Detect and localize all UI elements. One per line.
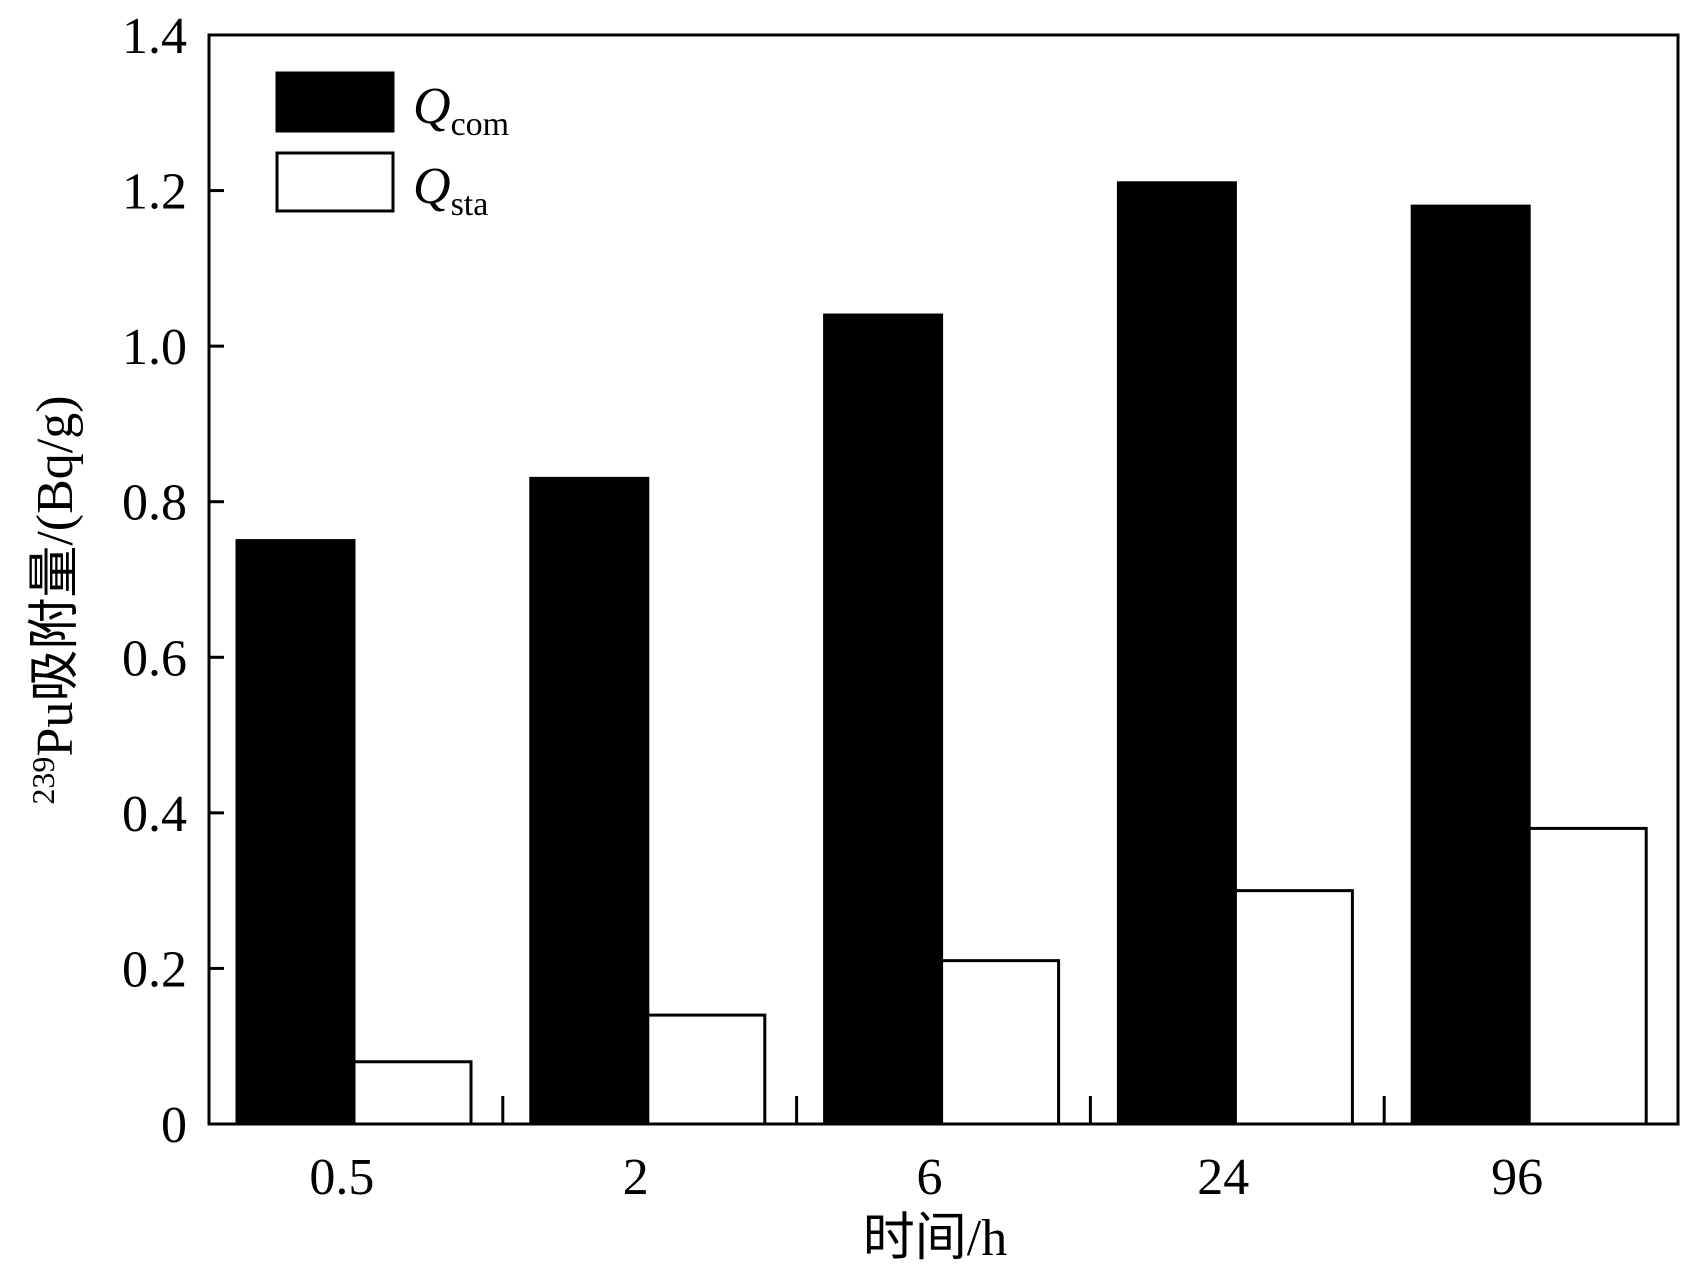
axes-layer: 0 0.2 0.4 0.6 0.8 1.0 1.2 1.4 0.5 2 6 24 96	[122, 8, 1680, 1206]
bar-com-2	[823, 313, 944, 1126]
bars-layer	[235, 181, 1648, 1126]
x-tick-label: 0.5	[309, 1149, 374, 1206]
bar-sta-2	[940, 959, 1061, 1126]
x-tick-label: 24	[1197, 1149, 1249, 1206]
legend-swatch-sta	[275, 151, 395, 213]
y-tick-label: 0.8	[122, 475, 187, 532]
bar-sta-4	[1527, 826, 1648, 1126]
y-tick-label: 0.4	[122, 786, 187, 843]
bar-com-3	[1116, 181, 1237, 1126]
legend-label-subscript: com	[451, 106, 510, 143]
y-tick-label: 1.2	[122, 164, 187, 221]
bar-com-1	[529, 476, 650, 1126]
x-axis-title: 时间/h	[863, 1210, 1007, 1267]
y-tick-label: 1.0	[122, 319, 187, 376]
bar-sta-1	[646, 1013, 767, 1126]
x-tick-label: 96	[1491, 1149, 1543, 1206]
legend-label-main: Q	[413, 78, 451, 135]
legend-label-main: Q	[413, 158, 451, 215]
legend-label-sta: Qsta	[413, 158, 488, 223]
plot-frame	[207, 33, 1680, 1126]
y-tick-label: 1.4	[122, 8, 187, 65]
legend-label-com: Qcom	[413, 78, 509, 143]
y-axis-title-superscript: 239	[25, 757, 61, 805]
y-axis-title-main: Pu吸附量/(Bq/g)	[27, 395, 84, 756]
y-tick-label: 0.2	[122, 941, 187, 998]
bar-com-0	[235, 539, 356, 1126]
bar-sta-3	[1233, 889, 1354, 1126]
y-axis-title: 239Pu吸附量/(Bq/g)	[25, 395, 84, 804]
bar-sta-0	[352, 1060, 473, 1126]
x-tick-label: 6	[917, 1149, 943, 1206]
y-tick-label: 0.6	[122, 630, 187, 687]
legend-swatch-com	[275, 71, 395, 133]
x-tick-label: 2	[623, 1149, 649, 1206]
bar-com-4	[1410, 204, 1531, 1126]
y-tick-label: 0	[161, 1097, 187, 1154]
legend-label-subscript: sta	[451, 186, 489, 223]
